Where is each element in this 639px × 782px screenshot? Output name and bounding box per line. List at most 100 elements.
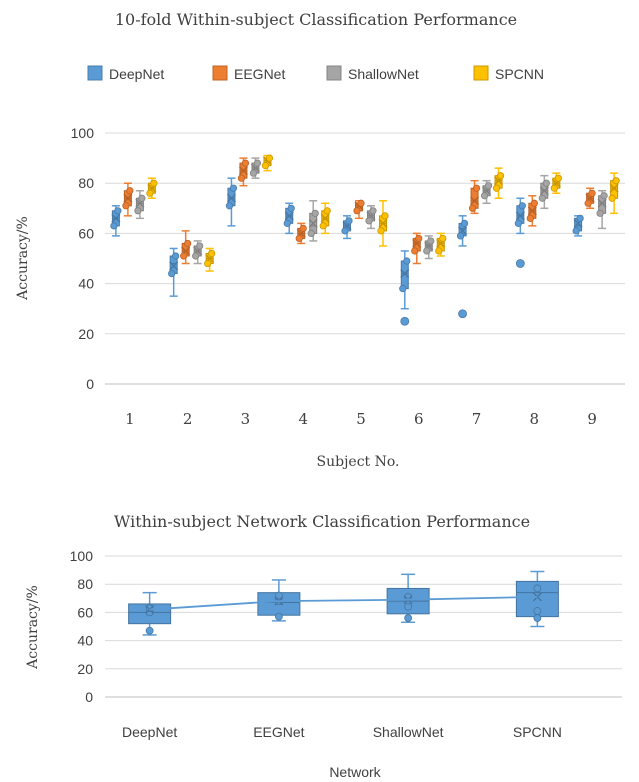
mean-line [149,595,538,611]
point [526,214,534,222]
box-deepnet-subject-5 [341,215,353,240]
box-eegnet-subject-9 [584,187,596,210]
point [225,202,234,210]
box-spcnn-subject-3 [261,154,274,172]
point [249,169,258,177]
point [311,209,319,217]
point [576,214,584,222]
point [110,222,118,230]
box-shallownet-subject-8 [538,174,550,210]
point [492,184,501,192]
legend-label-spcnn: SPCNN [495,66,544,82]
mean-marker [470,196,480,206]
x-tick-deepnet: DeepNet [122,724,177,740]
point [468,204,477,212]
point [146,189,154,197]
legend-swatch-eegnet [212,65,228,81]
mean-marker [111,213,121,223]
point [533,607,542,615]
box-eegnet-subject-6 [411,232,423,265]
mean-marker [169,261,179,271]
box-spcnn-subject-4 [319,202,331,235]
point [126,187,134,195]
legend-label-shallownet: ShallowNet [348,66,419,82]
y-tick-0: 0 [86,376,94,392]
point [150,179,158,187]
mean-marker [527,206,537,216]
point [114,207,122,215]
point [229,184,238,192]
box-spcnn [515,570,559,628]
point [353,207,361,215]
y-tick-100: 100 [71,125,95,141]
chart-1-title: 10-fold Within-subject Classification Pe… [115,10,517,29]
point [550,184,558,192]
chart-1-y-tick-labels: 0 20 40 60 80 100 [71,125,95,392]
box-deepnet-subject-9 [572,214,584,237]
mean-marker [226,193,236,203]
chart-1-marks [110,154,620,326]
box-shallownet-subject-7 [480,179,493,205]
box-deepnet-subject-1 [110,205,122,237]
box-eegnet-subject-2 [180,230,192,265]
outlier-point [458,309,467,319]
point [241,159,250,167]
box-deepnet-subject-7 [456,215,469,319]
point [411,247,419,255]
point [253,159,262,167]
point [295,234,303,243]
point [554,174,562,182]
y-tick-40: 40 [77,633,93,649]
box-eegnet-subject-4 [295,222,307,245]
x-tick-8: 8 [530,410,540,428]
point [208,249,216,258]
legend-swatch-shallownet [326,65,342,81]
box-spcnn-subject-5 [377,200,389,247]
point [480,192,489,200]
x-tick-2: 2 [183,410,193,428]
box-shallownet-subject-5 [365,205,377,230]
point [365,217,373,225]
point [415,234,423,243]
box-deepnet-subject-2 [168,247,180,297]
mean-marker [378,218,388,228]
box-shallownet-subject-1 [134,189,146,220]
point [265,154,274,162]
point [145,626,154,635]
point [172,252,180,260]
chart-2-x-tick-labels: DeepNet EEGNet ShallowNet SPCNN [122,724,562,740]
point [323,207,331,215]
point [399,285,407,293]
point [307,229,315,237]
chart-1-legend: DeepNet EEGNet ShallowNet SPCNN [87,65,544,82]
y-tick-60: 60 [77,604,93,620]
point [122,202,130,210]
point [341,227,349,235]
mean-marker [515,211,525,221]
chart-2: Within-subject Network Classification Pe… [25,512,622,780]
box-eegnet-subject-1 [122,182,134,217]
point [460,219,469,227]
x-tick-7: 7 [472,410,482,428]
y-tick-20: 20 [77,661,93,677]
y-tick-40: 40 [78,276,94,292]
x-tick-4: 4 [298,410,308,428]
point [404,614,413,622]
y-tick-80: 80 [78,175,94,191]
point [484,182,493,190]
box-deepnet [128,591,172,636]
box-spcnn-subject-6 [435,232,447,257]
chart-1-x-tick-labels: 1 2 3 4 5 6 7 8 9 [125,410,597,428]
point [435,247,443,255]
outlier-point [515,259,525,268]
legend-swatch-spcnn [473,65,489,81]
box-shallownet-subject-9 [596,189,608,230]
point [403,257,411,265]
point [204,259,212,268]
point [168,269,176,278]
point [274,612,283,621]
box-deepnet-subject-3 [225,177,238,227]
point [608,194,616,202]
y-tick-100: 100 [70,548,94,564]
legend-swatch-deepnet [87,65,103,81]
